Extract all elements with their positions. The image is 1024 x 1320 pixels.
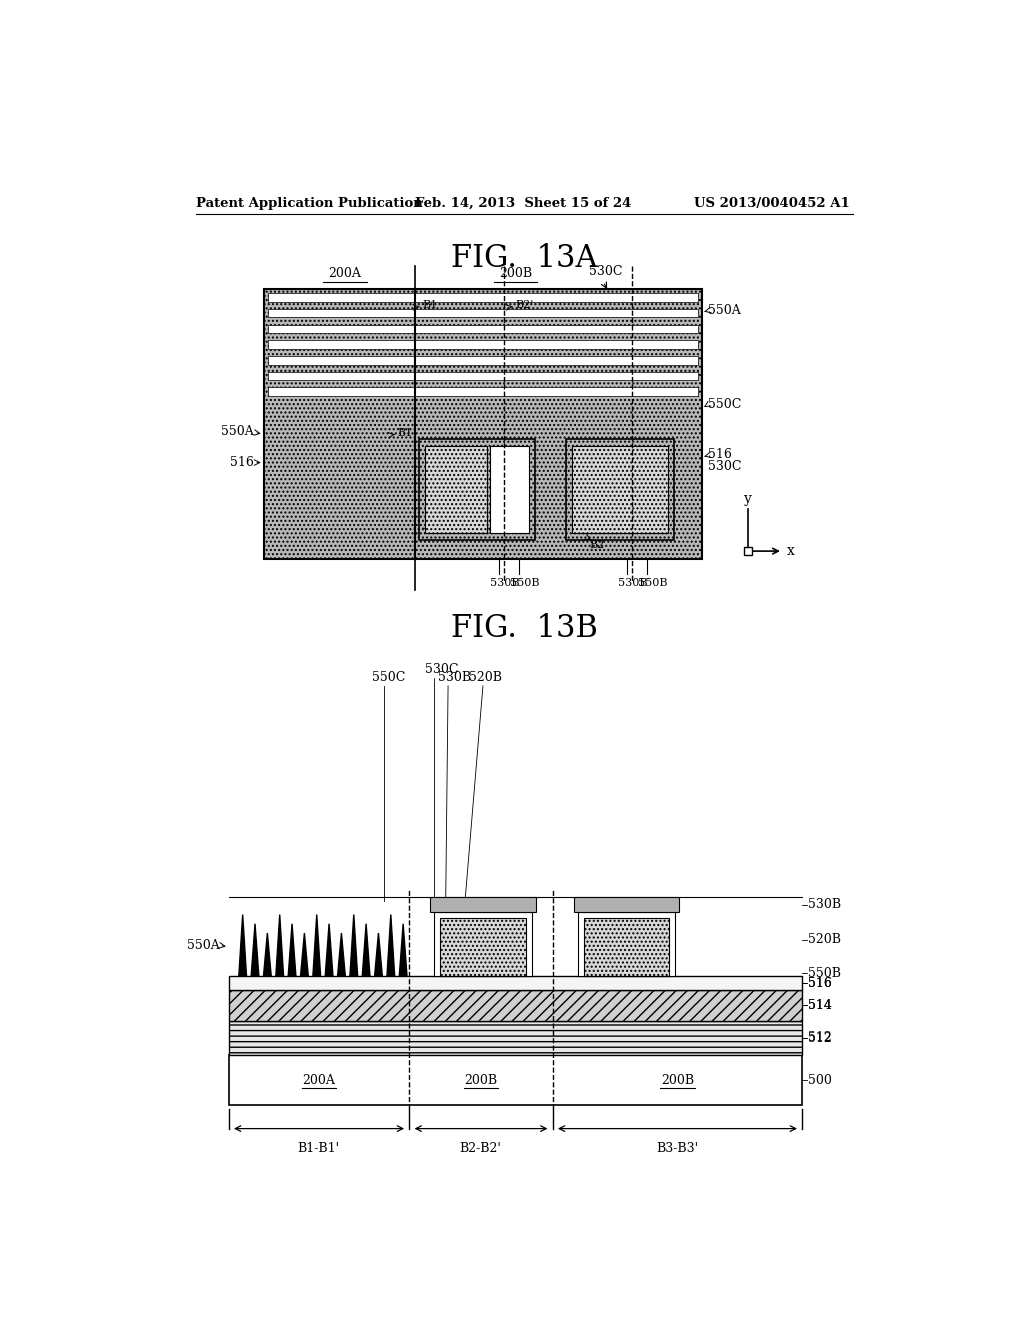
Bar [267,356,697,364]
Bar [578,912,675,977]
Text: 200A: 200A [329,267,361,280]
Bar [228,1020,802,1056]
Polygon shape [350,915,357,977]
Text: US 2013/0040452 A1: US 2013/0040452 A1 [693,197,850,210]
Polygon shape [275,915,284,977]
Polygon shape [338,933,345,977]
Bar [434,912,531,977]
Text: B3': B3' [493,523,511,533]
Polygon shape [399,924,407,977]
Text: 550A: 550A [708,305,740,317]
Text: 550B: 550B [638,578,668,587]
Text: x: x [786,544,795,558]
Text: 200B: 200B [499,267,532,280]
Text: FIG.  13B: FIG. 13B [452,612,598,644]
Text: 530C: 530C [425,663,459,676]
Text: 530C: 530C [708,459,741,473]
Bar [267,309,697,318]
Bar [267,325,697,333]
Polygon shape [263,933,271,977]
Polygon shape [313,915,321,977]
Bar [263,289,701,558]
Bar [566,440,675,540]
Bar [425,446,486,533]
Text: 200B: 200B [465,1074,498,1086]
Text: 530B: 530B [489,578,519,587]
Text: 200A: 200A [303,1074,336,1086]
Text: 550C: 550C [372,671,406,684]
Polygon shape [362,924,370,977]
Text: 516: 516 [708,449,731,462]
Bar [228,1056,802,1105]
Text: y: y [744,492,752,507]
Polygon shape [387,915,394,977]
Polygon shape [326,924,333,977]
Text: B1: B1 [423,300,437,310]
Bar [440,919,525,977]
Text: FIG.  13A: FIG. 13A [452,243,598,275]
Text: 530B: 530B [617,578,647,587]
Polygon shape [288,924,296,977]
Text: 530B: 530B [438,671,471,684]
Text: 550A: 550A [186,939,219,952]
Text: 500: 500 [809,1074,833,1086]
Bar [267,341,697,348]
Bar [267,372,697,380]
Text: 516: 516 [809,977,833,990]
Text: 514: 514 [809,999,833,1012]
Text: B1-B1': B1-B1' [298,1142,340,1155]
Text: 516: 516 [229,455,254,469]
Text: B1: B1 [397,428,413,437]
Text: 530B: 530B [809,898,842,911]
Bar [572,446,669,533]
Text: 530C: 530C [589,265,623,277]
Text: B3: B3 [428,523,443,533]
Text: 514: 514 [809,999,833,1012]
Text: 512: 512 [809,1031,833,1044]
Text: 550B: 550B [510,578,540,587]
Bar [584,919,669,977]
Text: 512: 512 [809,1032,833,1044]
Polygon shape [375,933,382,977]
Text: B3-B3': B3-B3' [656,1142,698,1155]
Polygon shape [239,915,247,977]
Text: 550B: 550B [809,966,842,979]
Bar [228,990,802,1020]
Text: 520B: 520B [469,671,502,684]
Bar [419,440,535,540]
Text: B2: B2 [589,540,604,549]
Text: 550A: 550A [221,425,254,438]
Bar [489,446,528,533]
Bar [573,896,679,912]
Text: Patent Application Publication: Patent Application Publication [197,197,423,210]
Text: B2': B2' [515,300,534,310]
Text: 550C: 550C [708,399,741,412]
Text: 516: 516 [809,977,833,990]
Polygon shape [300,933,308,977]
Bar [430,896,536,912]
Polygon shape [251,924,259,977]
Text: 200B: 200B [660,1074,694,1086]
Bar [267,387,697,396]
Bar [228,977,802,990]
Bar [267,293,697,302]
Text: 520B: 520B [809,933,842,946]
Text: Feb. 14, 2013  Sheet 15 of 24: Feb. 14, 2013 Sheet 15 of 24 [415,197,631,210]
Text: B2-B2': B2-B2' [460,1142,502,1155]
Bar [744,548,752,554]
